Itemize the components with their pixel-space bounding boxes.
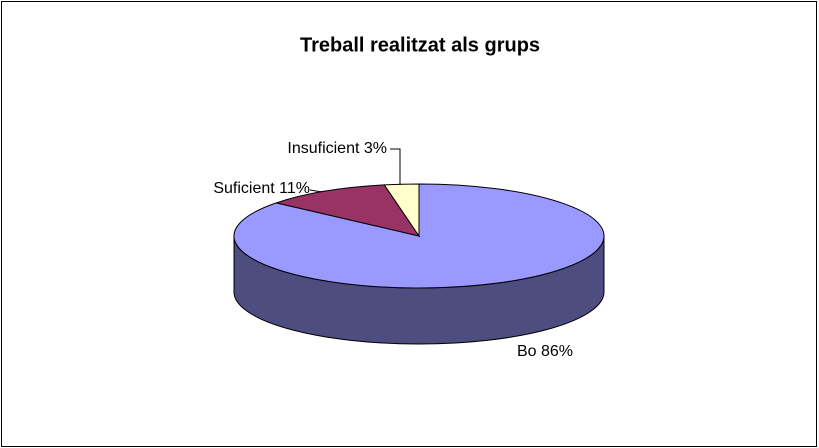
data-label: Bo 86% xyxy=(517,343,573,360)
label-category: Bo xyxy=(517,343,537,360)
label-category: Insuficient xyxy=(287,140,360,157)
chart-title: Treball realitzat als grups xyxy=(300,34,540,56)
label-value: 11% xyxy=(279,180,310,197)
data-label: Suficient 11% xyxy=(213,180,310,197)
leader-line xyxy=(309,189,323,193)
label-category: Suficient xyxy=(213,180,275,197)
data-label: Insuficient 3% xyxy=(287,140,387,157)
pie-slice xyxy=(274,184,421,237)
label-value: 86% xyxy=(541,343,573,360)
label-value: 3% xyxy=(364,140,387,157)
leader-line xyxy=(390,148,401,185)
pie-slice xyxy=(383,183,420,238)
